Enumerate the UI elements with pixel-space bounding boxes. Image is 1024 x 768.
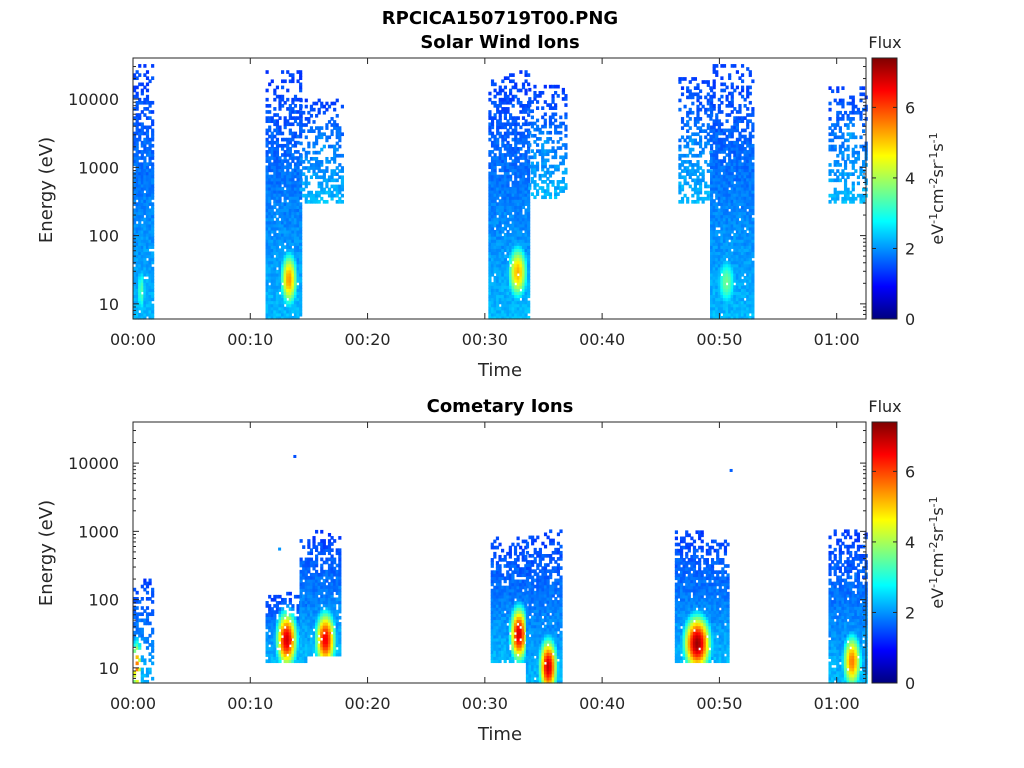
cometary-axes: 00:00 00:10 00:20 00:30 00:40 00:50 01:00 10 100… — [68, 421, 948, 713]
flux-burst — [133, 64, 155, 320]
y-tick-label: 1000 — [78, 522, 119, 541]
cometary-title: Cometary Ions — [427, 396, 574, 417]
colorbar-tick-label: 2 — [905, 239, 915, 258]
cometary-data-layer — [133, 422, 868, 684]
colorbar-unit-label: eV-1cm-2sr-1s-1 — [927, 132, 948, 244]
cometary-colorbar-title: Flux — [868, 397, 901, 416]
x-tick-label: 00:10 — [227, 330, 273, 349]
colorbar-tick-label: 6 — [905, 462, 915, 481]
flux-burst — [265, 591, 308, 664]
flux-point — [729, 468, 733, 472]
colorbar-tick-label: 0 — [905, 674, 915, 693]
x-tick-label: 00:30 — [462, 694, 508, 713]
flux-burst — [488, 70, 531, 320]
x-tick-label: 00:20 — [345, 330, 391, 349]
figure-title: RPCICA150719T00.PNG — [382, 8, 618, 29]
colorbar: 0 2 4 6 eV-1cm-2sr-1s-1 — [871, 57, 948, 329]
flux-burst — [265, 70, 303, 320]
x-tick-label: 00:00 — [110, 330, 156, 349]
colorbar-unit-label: eV-1cm-2sr-1s-1 — [927, 496, 948, 608]
flux-burst — [710, 64, 755, 320]
flux-burst — [133, 578, 155, 684]
x-tick-label: 00:50 — [696, 694, 742, 713]
flux-point — [293, 454, 297, 458]
solar-wind-axes: 00:00 00:10 00:20 00:30 00:40 00:50 01:00 10 100… — [68, 57, 948, 349]
x-tick-label: 00:40 — [579, 330, 625, 349]
solar-wind-title: Solar Wind Ions — [420, 32, 579, 53]
x-tick-label: 01:00 — [814, 330, 860, 349]
y-tick-label: 10000 — [68, 90, 119, 109]
flux-burst — [528, 84, 568, 200]
colorbar: 0 2 4 6 eV-1cm-2sr-1s-1 — [871, 421, 948, 693]
solar-wind-panel: Solar Wind Ions Time Energy (eV) Flux 00… — [36, 32, 947, 381]
colorbar-gradient — [871, 57, 898, 320]
x-tick-label: 00:50 — [696, 330, 742, 349]
solar-wind-xlabel: Time — [477, 360, 522, 381]
x-tick-label: 00:20 — [345, 694, 391, 713]
solar-wind-colorbar-title: Flux — [868, 33, 901, 52]
flux-burst — [299, 98, 344, 204]
x-tick-label: 00:10 — [227, 694, 273, 713]
flux-burst — [678, 77, 713, 204]
flux-burst — [674, 530, 730, 664]
cometary-panel: Cometary Ions Time Energy (eV) Flux 00:0… — [36, 396, 947, 745]
colorbar-tick-label: 4 — [905, 533, 915, 552]
x-tick-label: 00:30 — [462, 330, 508, 349]
colorbar-gradient — [871, 421, 898, 684]
flux-burst — [490, 536, 528, 664]
y-tick-label: 1000 — [78, 158, 119, 177]
y-tick-label: 100 — [88, 591, 119, 610]
colorbar-tick-label: 6 — [905, 98, 915, 117]
colorbar-tick-label: 2 — [905, 603, 915, 622]
y-tick-label: 10000 — [68, 454, 119, 473]
cometary-ylabel: Energy (eV) — [36, 500, 57, 606]
flux-burst — [299, 529, 342, 657]
y-tick-label: 10 — [99, 659, 119, 678]
flux-burst — [525, 529, 563, 684]
flux-point — [278, 547, 282, 551]
y-tick-label: 100 — [88, 227, 119, 246]
colorbar-tick-label: 0 — [905, 310, 915, 329]
x-tick-label: 00:00 — [110, 694, 156, 713]
colorbar-tick-label: 4 — [905, 169, 915, 188]
cometary-xlabel: Time — [477, 724, 522, 745]
x-tick-label: 00:40 — [579, 694, 625, 713]
solar-wind-data-layer — [133, 58, 868, 320]
y-tick-label: 10 — [99, 295, 119, 314]
solar-wind-ylabel: Energy (eV) — [36, 137, 57, 243]
x-tick-label: 01:00 — [814, 694, 860, 713]
